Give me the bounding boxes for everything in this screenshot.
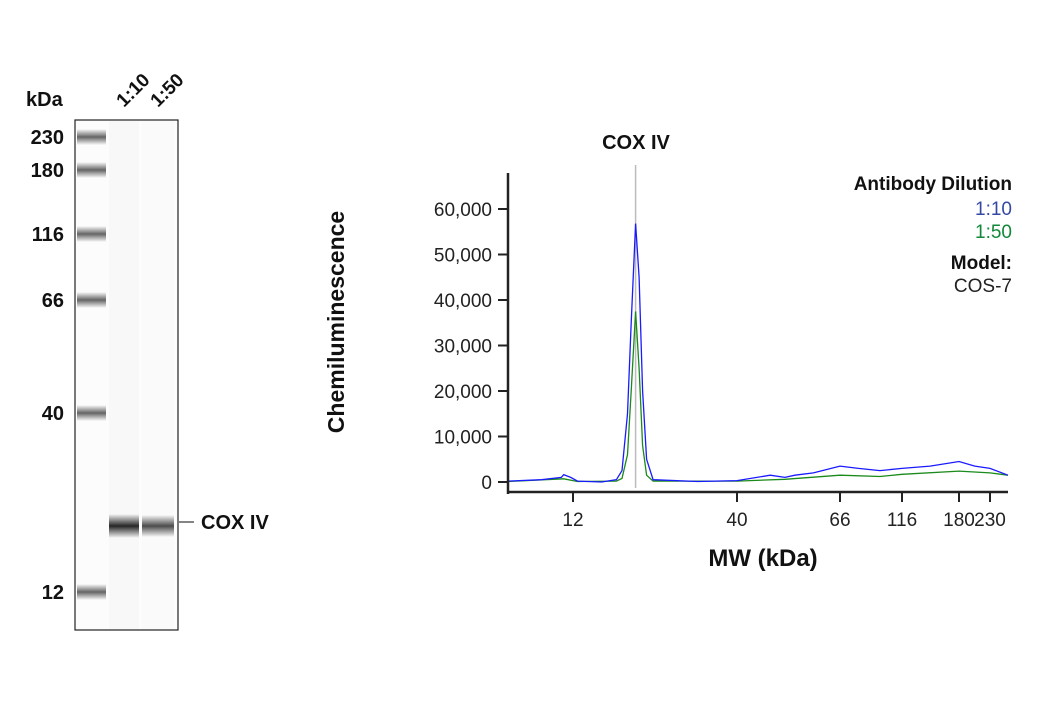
- ladder-band: [77, 405, 106, 421]
- chart-title: COX IV: [602, 132, 670, 154]
- series-line-1-50: [507, 311, 1009, 483]
- y-tick-label: 0: [481, 473, 492, 494]
- cox-iv-band-lane-1: [109, 514, 139, 538]
- ladder-label: 66: [42, 290, 64, 312]
- y-tick-label: 60,000: [434, 200, 492, 221]
- y-axis-label: Chemiluminescence: [323, 211, 349, 433]
- y-tick-label: 30,000: [434, 337, 492, 358]
- ladder-band: [77, 584, 106, 600]
- ladder-label: 40: [42, 403, 64, 425]
- ladder-band: [77, 226, 106, 242]
- x-tick-label: 180: [943, 510, 975, 531]
- y-tick-label: 10,000: [434, 428, 492, 449]
- x-tick-label: 230: [974, 510, 1006, 531]
- x-tick-label: 12: [562, 510, 583, 531]
- legend-title: Antibody Dilution: [854, 174, 1012, 195]
- y-tick-label: 20,000: [434, 382, 492, 403]
- blot-unit-label: kDa: [26, 89, 64, 111]
- ladder-band: [77, 129, 106, 145]
- model-label: Model:: [951, 253, 1012, 274]
- ladder-label: 230: [31, 127, 64, 149]
- y-tick-label: 50,000: [434, 246, 492, 267]
- x-tick-label: 40: [726, 510, 747, 531]
- ladder-label: 180: [31, 160, 64, 182]
- legend: Antibody Dilution 1:10 1:50 Model: COS-7: [854, 174, 1012, 297]
- lane-1-bg: [109, 121, 139, 629]
- cox-iv-band-lane-2: [142, 515, 174, 537]
- ladder-band: [77, 162, 106, 178]
- model-value: COS-7: [954, 276, 1012, 297]
- blot-panel: kDa 1:10 1:50 230 180 116 66 40 12 COX IV: [26, 70, 269, 631]
- x-axis-label: MW (kDa): [708, 545, 817, 572]
- lane-label-1: 1:10: [113, 70, 155, 112]
- ladder-label: 116: [32, 224, 64, 246]
- lane-2-bg: [142, 121, 174, 629]
- x-tick-label: 66: [829, 510, 850, 531]
- legend-entry-1-10: 1:10: [975, 199, 1012, 220]
- x-tick-label: 116: [887, 510, 917, 531]
- y-tick-label: 40,000: [434, 291, 492, 312]
- band-label: COX IV: [201, 512, 269, 534]
- ladder-label: 12: [42, 582, 64, 604]
- ladder-band: [77, 292, 106, 308]
- legend-entry-1-50: 1:50: [975, 222, 1012, 243]
- lane-label-2: 1:50: [147, 70, 189, 112]
- chart-panel: COX IV 0 10,000 20,000 30,000 40,000 50,000 60…: [323, 132, 1012, 572]
- series-line-1-10: [507, 223, 1009, 483]
